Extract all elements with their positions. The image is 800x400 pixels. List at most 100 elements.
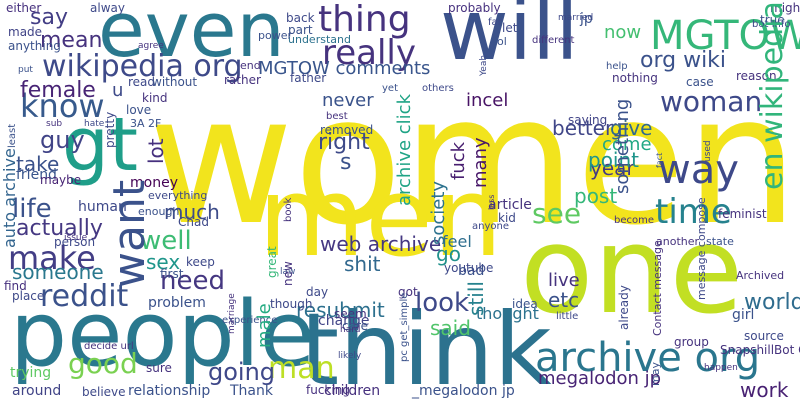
cloud-word: look (415, 288, 470, 318)
cloud-word: hard (340, 325, 361, 335)
cloud-word: hate (84, 119, 105, 129)
cloud-word: least (7, 123, 18, 148)
cloud-word: decide url (84, 341, 134, 352)
cloud-word: power (258, 29, 292, 42)
cloud-word: made (8, 25, 43, 39)
cloud-word: rather (224, 73, 261, 87)
cloud-word: think (300, 291, 552, 400)
cloud-word: enough (138, 205, 180, 218)
cloud-word: someone (12, 260, 104, 284)
cloud-word: work (740, 378, 789, 400)
cloud-word: now (604, 22, 642, 43)
cloud-word: end (240, 59, 261, 72)
cloud-word: actually (16, 216, 103, 241)
cloud-word: agree (138, 41, 164, 51)
cloud-word: find (4, 279, 27, 293)
cloud-word: reason (736, 69, 777, 83)
cloud-word: sub (46, 119, 63, 129)
cloud-word: man (268, 351, 335, 386)
cloud-word: Yeah (479, 54, 489, 76)
cloud-word: less (487, 194, 496, 210)
cloud-word: part (288, 23, 313, 37)
cloud-word: _megalodon jp (412, 383, 515, 399)
cloud-word: male (254, 303, 275, 348)
cloud-word: put (18, 65, 33, 75)
cloud-word: sex (146, 250, 181, 274)
cloud-word: thing (318, 0, 411, 40)
cloud-word: want (104, 179, 155, 288)
cloud-word: keep (186, 255, 215, 269)
cloud-word: live (548, 270, 580, 291)
cloud-word: one (520, 202, 744, 341)
cloud-word: gt (62, 102, 138, 188)
cloud-word: good (68, 347, 138, 380)
cloud-word: book (283, 197, 294, 222)
cloud-word: state (706, 235, 734, 248)
cloud-word: trying (10, 365, 52, 381)
cloud-word: best (326, 111, 348, 122)
cloud-word: Chad (178, 215, 209, 229)
cloud-word: life (12, 194, 52, 224)
cloud-word: way (658, 147, 739, 193)
cloud-word: understand (288, 33, 351, 46)
cloud-word: love (126, 103, 152, 117)
cloud-word: day (306, 285, 329, 299)
cloud-word: happen (704, 363, 738, 373)
cloud-word: place (12, 289, 45, 303)
cloud-word: going (208, 358, 276, 386)
cloud-word: woman (660, 85, 763, 118)
cloud-word: mean (40, 28, 103, 53)
cloud-word: lot (144, 138, 168, 164)
cloud-word: likely (338, 351, 362, 361)
cloud-word: girl (732, 307, 755, 323)
cloud-word: friend (16, 167, 57, 183)
cloud-word: MGTOW comments (258, 58, 431, 79)
cloud-word: article (488, 197, 532, 213)
cloud-word: better (552, 116, 614, 140)
cloud-word: let (502, 21, 518, 35)
cloud-word: 3A 2F (130, 117, 162, 130)
cloud-word: source (744, 329, 784, 343)
cloud-word: MGTOW (650, 13, 800, 59)
cloud-word: care (342, 319, 369, 333)
cloud-word: law (280, 267, 296, 277)
cloud-word: much (164, 200, 220, 224)
cloud-word: women (148, 57, 799, 264)
cloud-word: reddit (40, 279, 129, 314)
cloud-word: everything (148, 189, 208, 202)
cloud-word: en wikipedia (755, 1, 790, 190)
cloud-word: fucking (306, 383, 350, 397)
cloud-word: really (322, 33, 416, 73)
cloud-word: feminist (718, 207, 767, 221)
cloud-word: see (532, 197, 582, 230)
cloud-word: kid (498, 211, 516, 225)
cloud-word: saying (568, 113, 608, 127)
cloud-word: female (20, 78, 96, 103)
cloud-word: though (270, 297, 313, 311)
cloud-word: know (20, 87, 105, 125)
cloud-word: person (54, 235, 96, 249)
cloud-word: problem (148, 295, 206, 311)
cloud-word: probably (448, 1, 501, 15)
cloud-word: time (655, 192, 732, 232)
cloud-word: marriage (227, 293, 237, 334)
cloud-word: used (703, 140, 713, 162)
cloud-word: point (588, 148, 640, 172)
cloud-word: year (590, 156, 635, 180)
cloud-word: different (532, 35, 575, 46)
cloud-word: others (422, 83, 454, 94)
cloud-word: case (686, 75, 714, 89)
cloud-word: pc get_simple (399, 292, 410, 362)
cloud-word: might (770, 1, 800, 15)
cloud-word: children (324, 383, 381, 399)
cloud-word: give (610, 116, 653, 140)
cloud-word: resubmit (296, 298, 385, 322)
cloud-word: group (674, 335, 709, 349)
cloud-word: help (606, 61, 628, 72)
cloud-word: etc (548, 288, 580, 312)
cloud-word: thought (476, 304, 539, 323)
cloud-word: megalodon jp (538, 368, 662, 389)
cloud-word: people (10, 282, 316, 387)
cloud-word: wikipedia org (42, 49, 243, 84)
